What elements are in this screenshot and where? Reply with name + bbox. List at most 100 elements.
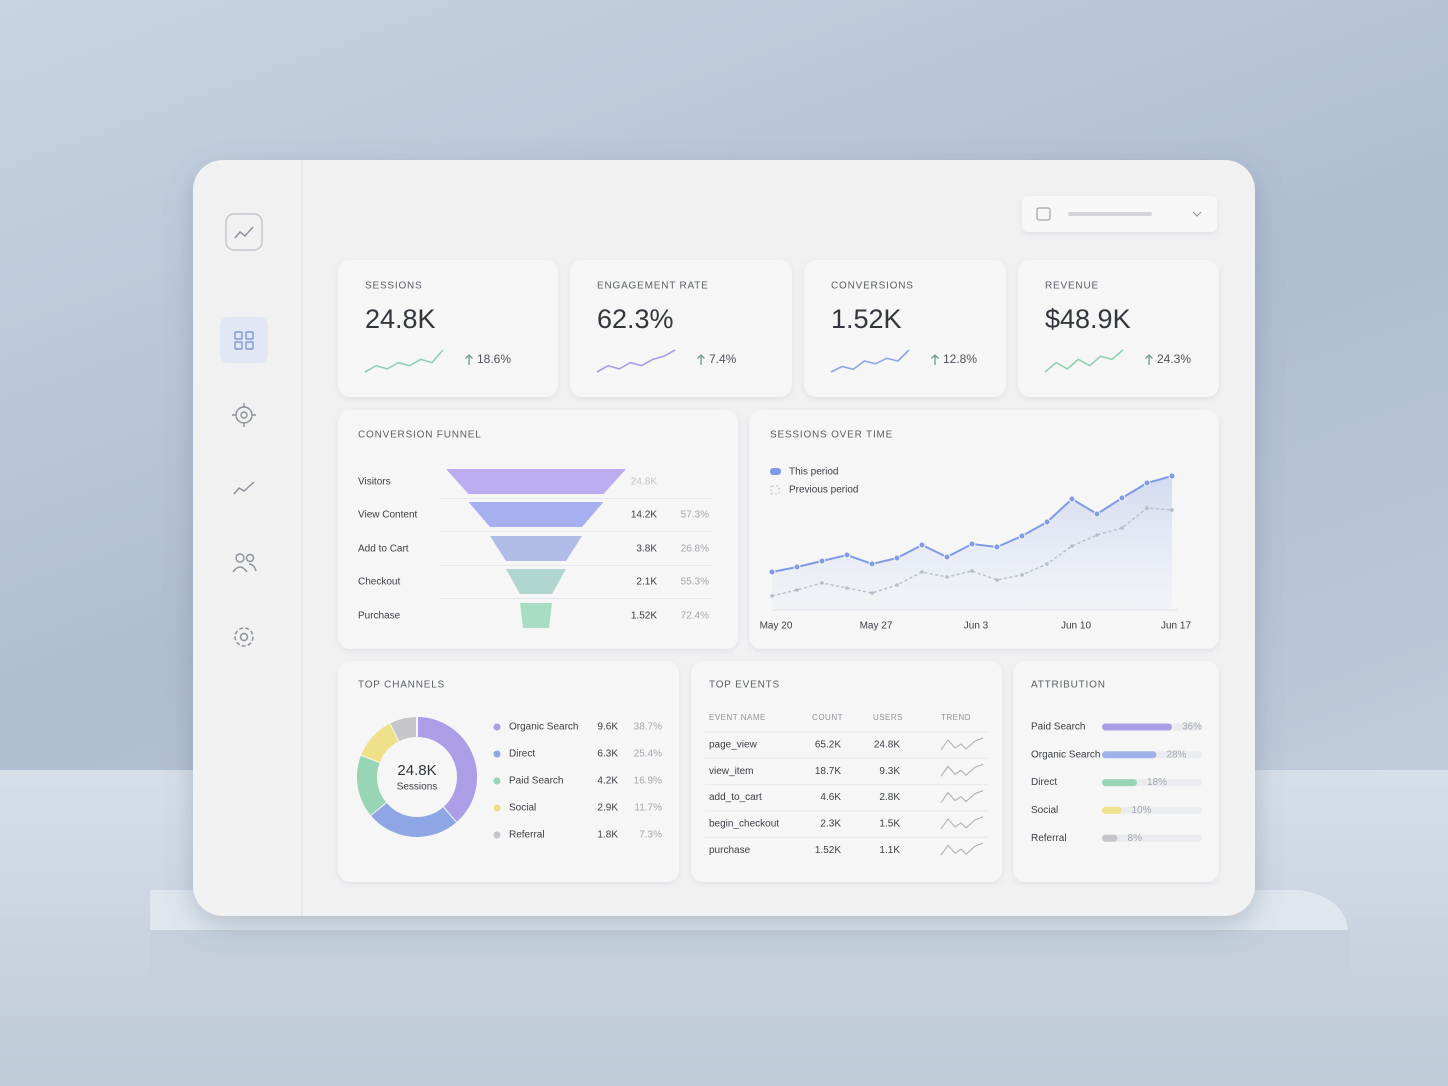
- event-name: purchase: [709, 845, 751, 856]
- point-this: [1068, 495, 1076, 503]
- chevron: [1192, 211, 1202, 217]
- point-previous: [1045, 562, 1049, 566]
- content: SESSIONS 24.8K 18.6% ENGAGEMENT RATE 62.3% 7.…: [338, 260, 1219, 882]
- point-this: [768, 568, 776, 576]
- point-this: [818, 557, 826, 565]
- point-this: [868, 560, 876, 568]
- logo-icon: [234, 226, 254, 239]
- legend-dot: [493, 723, 501, 731]
- stage-rate: 26.8%: [681, 544, 709, 555]
- nav-settings[interactable]: [234, 627, 254, 647]
- nav-analytics[interactable]: [233, 481, 255, 495]
- legend-dot: [493, 831, 501, 839]
- card: [338, 661, 679, 882]
- donut-segment: [416, 717, 477, 823]
- point-this: [968, 540, 976, 548]
- card: [338, 410, 738, 649]
- event-name: begin_checkout: [709, 819, 779, 830]
- channel-share: 11.7%: [634, 803, 662, 814]
- channel-name: Direct: [509, 749, 535, 760]
- funnel-stage: [468, 502, 604, 527]
- kpi-change: 24.3%: [1157, 352, 1191, 366]
- event-count: 65.2K: [815, 740, 841, 751]
- stage-rate: 72.4%: [681, 611, 709, 622]
- stage-name: Checkout: [358, 577, 400, 588]
- legend-dot: [493, 804, 501, 812]
- channel-name: Paid Search: [509, 776, 563, 787]
- donut-segment: [390, 717, 418, 742]
- attribution-value: 10%: [1131, 805, 1151, 816]
- legend-dot: [493, 750, 501, 758]
- event-users: 2.8K: [879, 792, 900, 803]
- stage-count: 3.8K: [636, 544, 657, 555]
- attribution-name: Referral: [1031, 833, 1067, 844]
- point-this: [1093, 510, 1101, 518]
- event-name: page_view: [709, 740, 758, 751]
- kpi-change: 12.8%: [943, 352, 977, 366]
- x-tick-label: Jun 3: [964, 621, 989, 632]
- point-previous: [870, 591, 874, 595]
- channel-share: 25.4%: [634, 749, 662, 760]
- attribution-value: 18%: [1147, 777, 1167, 788]
- event-users: 1.5K: [879, 819, 900, 830]
- up-arrow: [697, 354, 705, 365]
- event-name: add_to_cart: [709, 792, 762, 803]
- card: [691, 661, 1002, 882]
- stage-name: View Content: [358, 510, 418, 521]
- kpi-label: REVENUE: [1045, 281, 1099, 292]
- donut-segment: [357, 754, 387, 815]
- date-picker[interactable]: [1022, 196, 1217, 232]
- channel-share: 7.3%: [639, 830, 662, 841]
- column-header: EVENT NAME: [709, 713, 766, 722]
- attribution-name: Paid Search: [1031, 722, 1085, 733]
- event-name: view_item: [709, 766, 753, 777]
- legend-label: This period: [789, 467, 838, 478]
- point-previous: [1170, 508, 1174, 512]
- attribution-value: 8%: [1128, 833, 1143, 844]
- trend-icon: [940, 763, 984, 777]
- point-previous: [820, 581, 824, 585]
- channel-name: Social: [509, 803, 536, 814]
- donut-gap: [441, 805, 458, 824]
- card: [570, 260, 792, 397]
- kpi-value: 1.52K: [831, 304, 902, 334]
- column-header: TREND: [941, 713, 971, 722]
- event-users: 24.8K: [874, 740, 900, 751]
- bar: [1102, 779, 1137, 787]
- point-this: [1018, 532, 1026, 540]
- bar: [1102, 834, 1118, 842]
- point-this: [893, 554, 901, 562]
- nav-goals[interactable]: [232, 403, 256, 427]
- stage-name: Visitors: [358, 477, 391, 488]
- nav-dashboard-icon[interactable]: [234, 331, 254, 350]
- column-header: USERS: [873, 713, 903, 722]
- card-title: ATTRIBUTION: [1031, 680, 1106, 691]
- channel-name: Organic Search: [509, 722, 578, 733]
- channel-share: 38.7%: [634, 722, 662, 733]
- event-users: 9.3K: [879, 766, 900, 777]
- channel-count: 1.8K: [597, 830, 618, 841]
- sidebar: [220, 213, 268, 647]
- kpi-value: 62.3%: [597, 304, 674, 334]
- point-previous: [1020, 573, 1024, 577]
- channel-count: 4.2K: [597, 776, 618, 787]
- stage-count: 2.1K: [636, 577, 657, 588]
- legend-swatch: [770, 468, 781, 475]
- kpi-value: $48.9K: [1045, 304, 1131, 334]
- trend-icon: [940, 842, 984, 856]
- kpi-sparkline: [364, 349, 444, 373]
- point-this: [943, 553, 951, 561]
- point-this: [843, 551, 851, 559]
- card: [1018, 260, 1219, 397]
- point-this: [1168, 472, 1176, 480]
- event-count: 18.7K: [815, 766, 841, 777]
- bar: [1102, 806, 1122, 814]
- x-tick-label: May 27: [860, 621, 893, 632]
- nav-users[interactable]: [232, 553, 257, 573]
- nav-dashboard-active[interactable]: [220, 317, 268, 363]
- up-arrow: [1145, 354, 1153, 365]
- date-placeholder: [1068, 212, 1152, 216]
- kpi-change: 7.4%: [709, 352, 737, 366]
- point-this: [1143, 479, 1151, 487]
